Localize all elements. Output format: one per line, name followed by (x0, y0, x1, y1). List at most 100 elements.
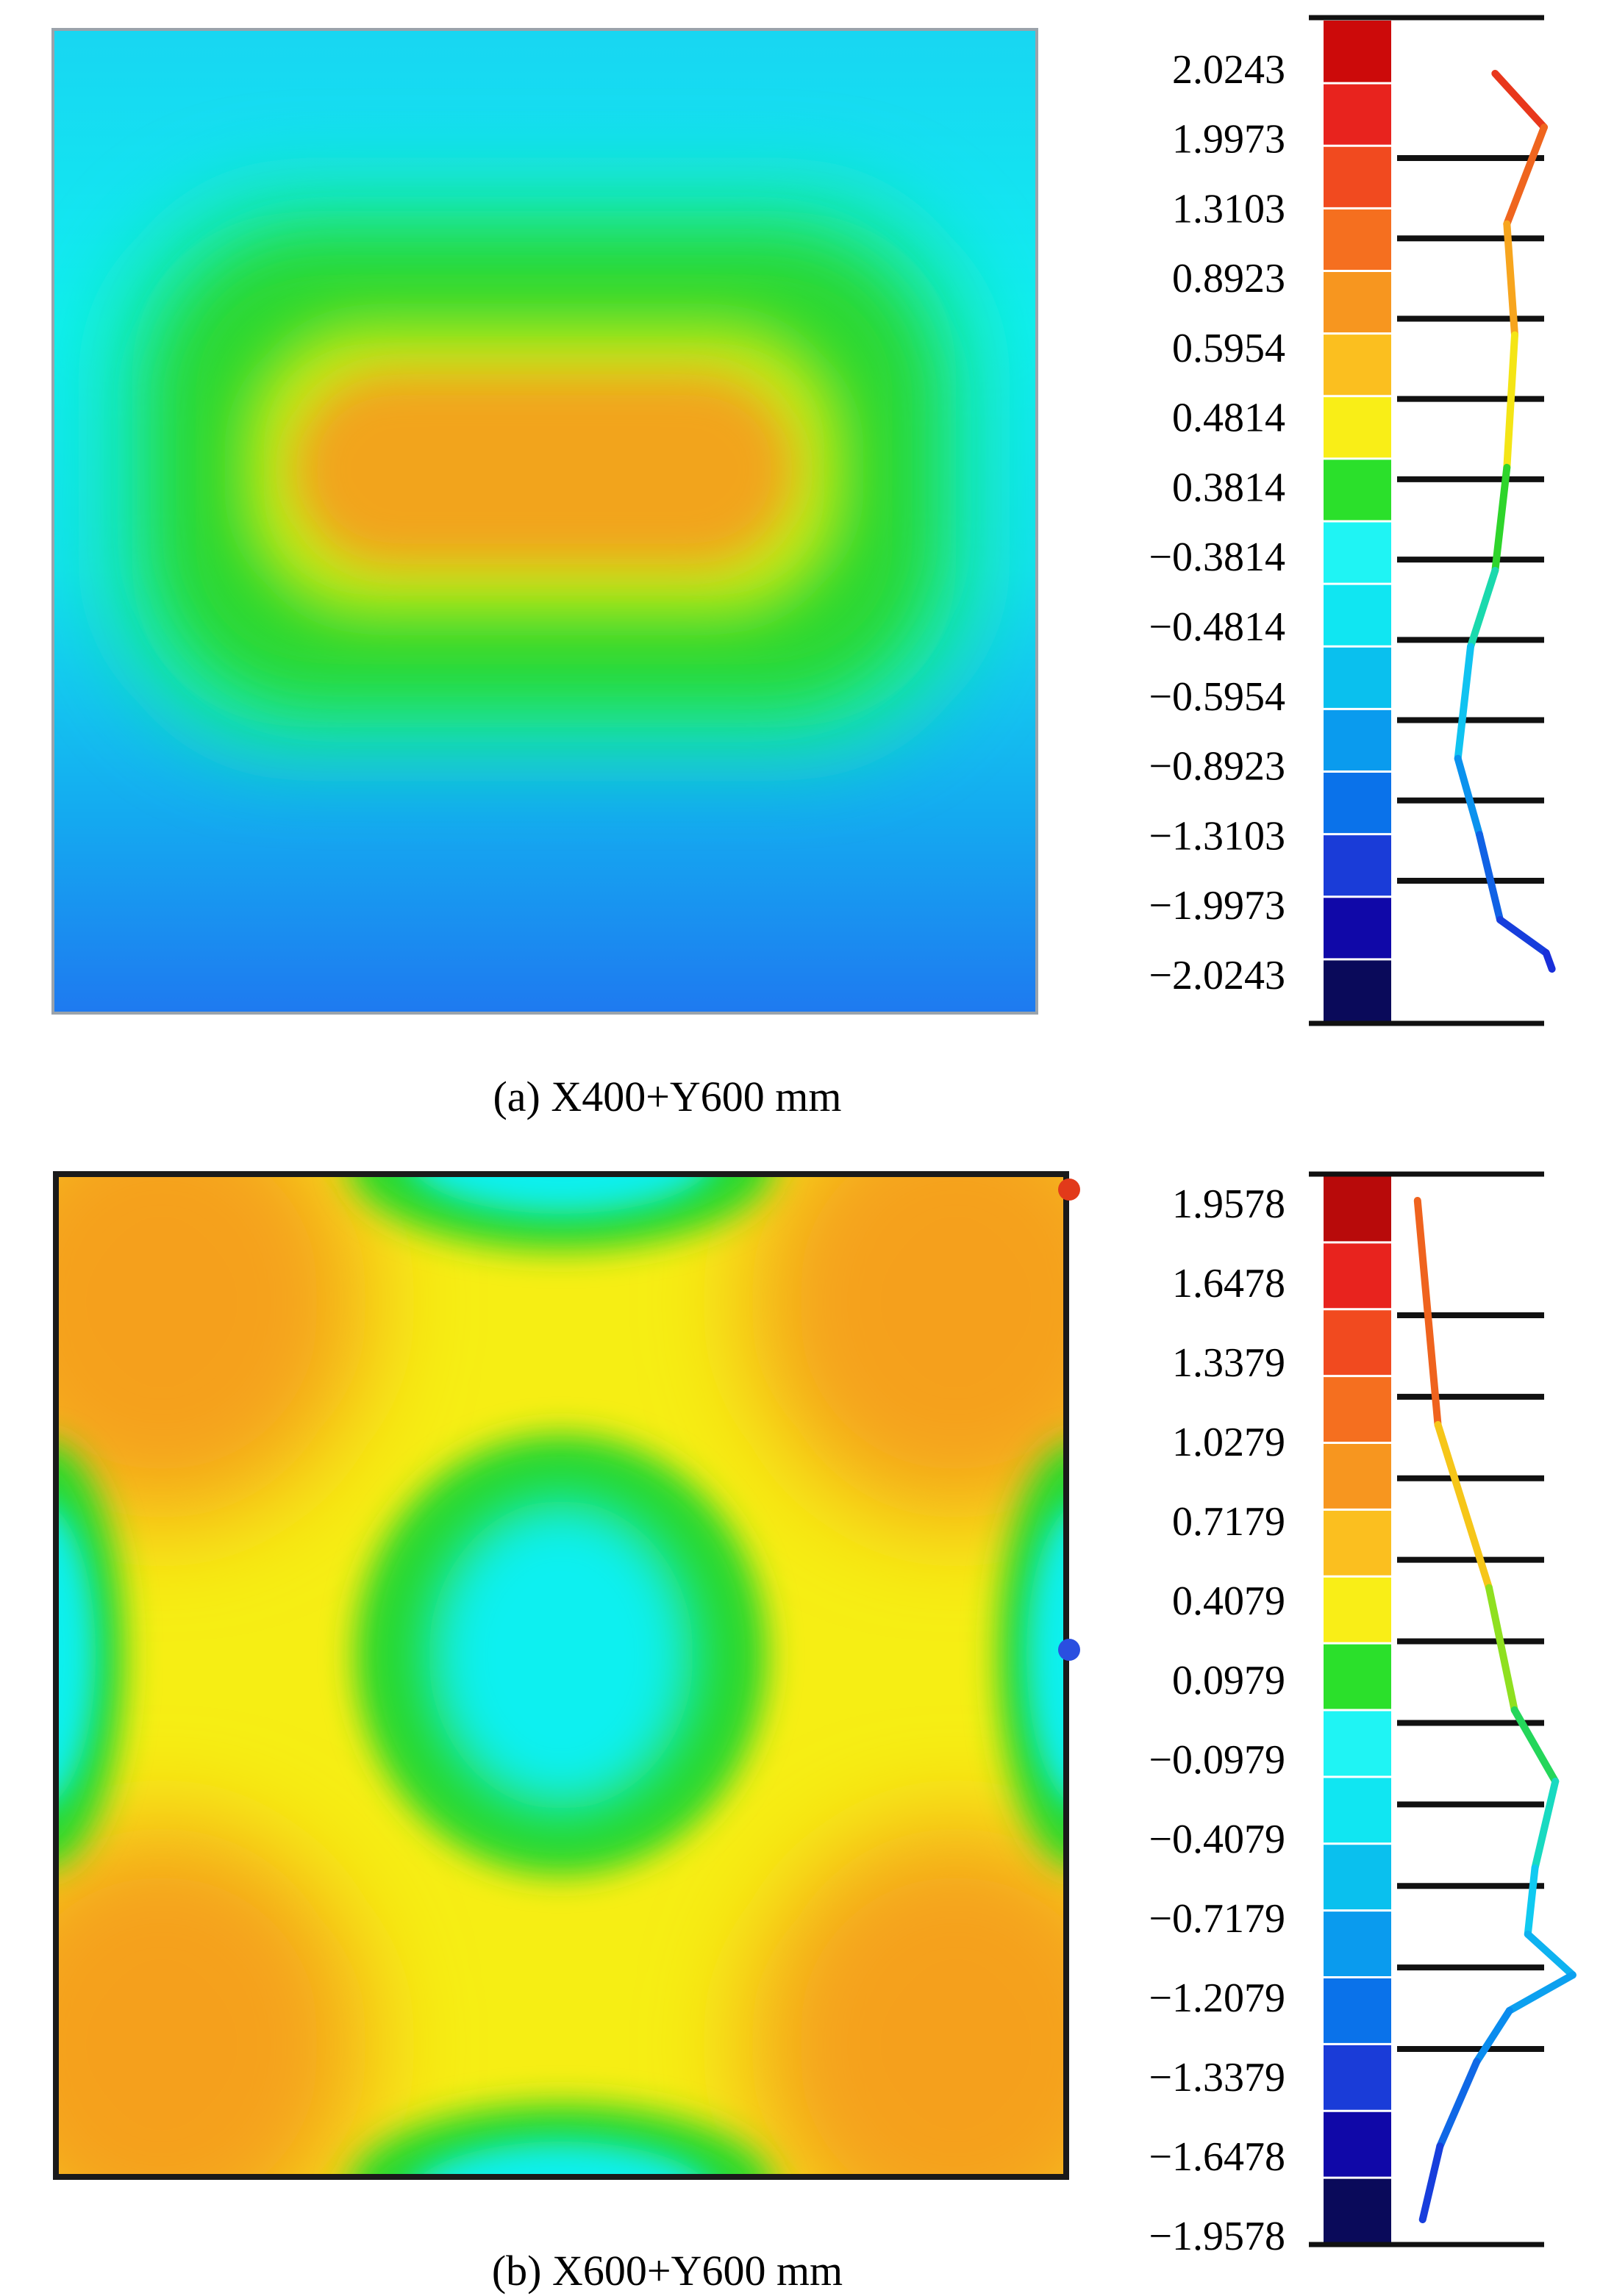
legend-profile-segment (1454, 643, 1474, 762)
legend-profile-segment (1542, 949, 1556, 973)
contour-b-hot-top-right (750, 1177, 1063, 1523)
legend-swatch (1324, 771, 1391, 835)
legend-profile-segment (1485, 1584, 1518, 1714)
legend-swatch (1324, 709, 1391, 772)
contour-plot-a (51, 28, 1038, 1015)
legend-tick-label: 0.0979 (1172, 1658, 1285, 1703)
legend-swatch (1324, 646, 1391, 709)
legend-swatch (1324, 1576, 1391, 1644)
legend-swatch (1324, 1643, 1391, 1711)
legend-tick-label: −1.2079 (1149, 1975, 1285, 2021)
legend-profile-segment (1510, 1706, 1560, 1786)
legend-tick-label: 0.8923 (1172, 256, 1285, 301)
legend-profile-segment (1467, 566, 1499, 651)
legend-swatch (1324, 1776, 1391, 1845)
legend-tick-label: 1.9973 (1172, 117, 1285, 162)
legend-profile-segment (1531, 1778, 1560, 1872)
contour-plot-b-svg (59, 1177, 1063, 2174)
legend-swatch (1324, 1376, 1391, 1443)
legend-swatch (1324, 208, 1391, 271)
contour-b-hot-bottom-left (59, 1824, 368, 2174)
legend-tick-label: −1.6478 (1149, 2134, 1285, 2180)
legend-profile-segment (1503, 331, 1518, 471)
contour-a-core (296, 374, 793, 565)
legend-swatch (1324, 271, 1391, 335)
legend-swatch (1324, 1977, 1391, 2045)
legend-swatch (1324, 959, 1391, 1023)
legend-profile-segment (1491, 70, 1548, 132)
contour-b-bottom-green (351, 2103, 771, 2174)
legend-tick-label: −2.0243 (1149, 953, 1285, 998)
legend-tick-label: 1.6478 (1172, 1261, 1285, 1306)
legend-swatch (1324, 2044, 1391, 2111)
legend-tick-label: 1.9578 (1172, 1181, 1285, 1227)
legend-tick-label: 1.0279 (1172, 1420, 1285, 1465)
legend-profile-segment (1413, 1197, 1442, 1428)
contour-b-center-cyan (429, 1501, 693, 1809)
legend-profile-segment (1505, 1971, 1576, 2014)
legend-tick-label: 1.3103 (1172, 186, 1285, 232)
legend-swatch (1324, 521, 1391, 584)
legend-tick-label: −1.9973 (1149, 883, 1285, 929)
legend-swatch (1324, 1309, 1391, 1377)
legend-swatch (1324, 1176, 1391, 1243)
legend-tick-label: −0.8923 (1149, 744, 1285, 790)
caption-a: (a) X400+Y600 mm (493, 1073, 842, 1120)
legend-profile-segment (1491, 463, 1511, 574)
legend-profile-segment (1473, 2006, 1513, 2066)
legend-tick-label: −1.9578 (1149, 2214, 1285, 2259)
legend-profile-segment (1496, 916, 1550, 957)
legend-swatch (1324, 2178, 1391, 2245)
legend-profile-segment (1454, 754, 1483, 839)
legend-profile-segment (1503, 220, 1518, 339)
legend-swatch (1324, 1509, 1391, 1577)
contour-b-right-cyan (1026, 1512, 1063, 1798)
legend-tick-label: −0.3814 (1149, 534, 1285, 580)
legend-tick-label: −1.3103 (1149, 813, 1285, 859)
legend-swatch (1324, 584, 1391, 647)
legend-swatch (1324, 1710, 1391, 1778)
legend-tick-label: −0.5954 (1149, 674, 1285, 720)
legend-swatch (1324, 458, 1391, 522)
legend-swatch (1324, 1843, 1391, 1911)
legend-tick-label: 1.3379 (1172, 1340, 1285, 1386)
legend-tick-label: 2.0243 (1172, 47, 1285, 93)
contour-b-hot-bottom-right (750, 1824, 1063, 2174)
legend-swatch (1324, 396, 1391, 459)
legend-swatch (1324, 1242, 1391, 1310)
legend-swatch (1324, 21, 1391, 84)
panel-a: 2.0243 1.9973 1.3103 0.8923 0.5954 0.4814 0.38… (0, 0, 1614, 1147)
caption-b: (b) X600+Y600 mm (491, 2247, 843, 2295)
legend-profile-segment (1524, 1930, 1576, 1979)
panel-b: 1.9578 1.6478 1.3379 1.0279 0.7179 0.4079 0.09… (0, 1149, 1614, 2296)
contour-plot-b (53, 1171, 1069, 2180)
contour-b-hot-top-left (59, 1177, 368, 1523)
legend-tick-label: −0.7179 (1149, 1896, 1285, 1942)
blue-marker (1058, 1639, 1080, 1661)
legend-profile-segment (1476, 831, 1504, 924)
legend-profile-segment (1436, 2058, 1481, 2150)
legend-tick-label: 0.5954 (1172, 326, 1285, 371)
legend-swatch (1324, 83, 1391, 146)
legend-swatch (1324, 1910, 1391, 1978)
legend-swatch (1324, 146, 1391, 209)
contour-plot-a-svg (54, 31, 1035, 1012)
legend-profile-segment (1434, 1420, 1493, 1592)
legend-b: 1.9578 1.6478 1.3379 1.0279 0.7179 0.4079 0.09… (1149, 1171, 1576, 2259)
legend-profile-segment (1503, 124, 1548, 228)
legend-tick-label: −0.4079 (1149, 1817, 1285, 1862)
contour-b-left-cyan (59, 1512, 96, 1798)
legend-tick-label: 0.4079 (1172, 1578, 1285, 1624)
legend-tick-label: 0.3814 (1172, 465, 1285, 510)
legend-tick-label: −0.4814 (1149, 604, 1285, 650)
contour-b-top-cyan (418, 1177, 704, 1214)
legend-swatch (1324, 2111, 1391, 2178)
legend-swatch (1324, 834, 1391, 898)
contour-b-bottom-cyan (423, 2142, 699, 2174)
legend-swatch (1324, 1442, 1391, 1510)
legend-tick-label: 0.4814 (1172, 396, 1285, 441)
legend-tick-label: 0.7179 (1172, 1499, 1285, 1545)
red-marker (1058, 1179, 1080, 1201)
legend-swatch (1324, 333, 1391, 397)
legend-a: 2.0243 1.9973 1.3103 0.8923 0.5954 0.4814 0.38… (1149, 15, 1556, 1026)
